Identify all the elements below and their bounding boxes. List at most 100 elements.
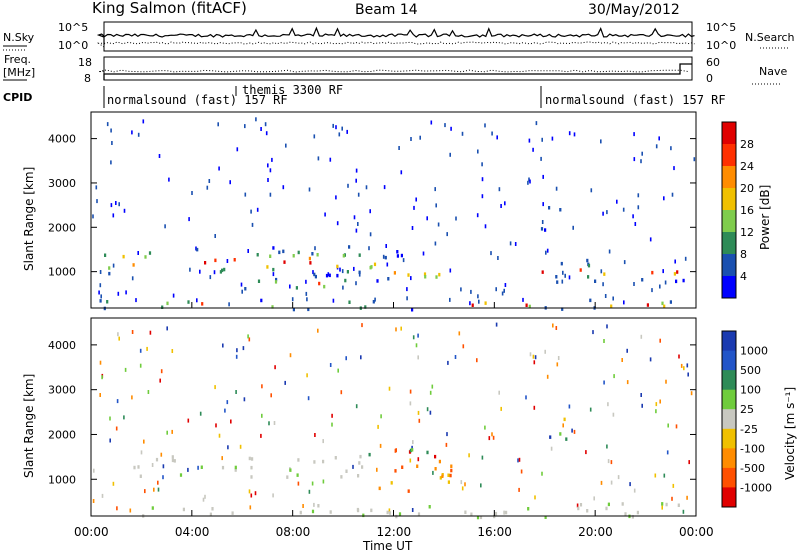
velocity-scatter-cell <box>199 411 202 416</box>
power-scatter-cell <box>616 199 618 204</box>
velocity-echo-cell <box>248 456 251 461</box>
cpid-segment-2: themis 3300 RF <box>242 83 343 97</box>
power-echo-cell <box>257 279 261 283</box>
power-scatter-cell <box>385 244 387 248</box>
power-scatter-cell <box>213 270 216 275</box>
velocity-scatter-cell <box>529 352 532 357</box>
velocity-echo-cell <box>151 506 154 510</box>
power-scatter-cell <box>430 120 433 125</box>
velocity-scatter-cell <box>242 346 245 351</box>
power-scatter-cell <box>267 178 269 182</box>
power-scatter-cell <box>123 208 126 213</box>
velocity-scatter-cell <box>377 424 379 429</box>
velocity-scatter-cell <box>686 495 688 500</box>
velocity-scatter-cell <box>461 486 464 491</box>
power-scatter-cell <box>419 135 421 140</box>
velocity-scatter-cell <box>686 363 689 368</box>
velocity-scatter-cell <box>661 505 663 510</box>
velocity-scatter-cell <box>395 327 397 332</box>
power-echo-cell <box>561 307 564 311</box>
velocity-echo-cell <box>297 458 300 462</box>
freq-nave-panel: 18 8 60 0 <box>78 56 720 85</box>
velocity-echo-cell <box>234 465 237 470</box>
power-colorbar-label: Power [dB] <box>758 185 772 250</box>
power-scatter-cell <box>327 272 330 277</box>
velocity-echo-cell <box>579 503 583 507</box>
power-colorbar-tick-label: 20 <box>740 182 754 195</box>
velocity-scatter-cell <box>460 480 463 485</box>
velocity-scatter-cell <box>236 348 238 353</box>
power-scatter-cell <box>623 300 625 305</box>
velocity-scatter-cell <box>306 373 308 378</box>
power-scatter-cell <box>374 297 376 302</box>
velocity-scatter-cell <box>215 423 217 428</box>
velocity-echo-cell <box>447 480 450 484</box>
power-scatter-cell <box>267 163 269 168</box>
power-scatter-cell <box>308 187 311 192</box>
velocity-scatter-cell <box>476 358 478 363</box>
velocity-echo-cell <box>386 510 389 515</box>
power-scatter-cell <box>477 294 479 299</box>
velocity-echo-cell <box>631 515 634 519</box>
velocity-scatter-cell <box>626 348 628 353</box>
velocity-scatter-cell <box>235 354 238 359</box>
velocity-scatter-cell <box>308 489 311 494</box>
power-echo-cell <box>187 300 190 304</box>
velocity-scatter-cell <box>606 324 608 329</box>
velocity-scatter-cell <box>92 499 95 503</box>
power-scatter-cell <box>92 214 94 219</box>
power-echo-cell <box>396 250 399 254</box>
power-echo-cell <box>541 270 544 274</box>
power-scatter-cell <box>189 267 191 272</box>
velocity-scatter-cell <box>675 424 678 429</box>
velocity-scatter-cell <box>261 413 263 418</box>
cpid-label: CPID <box>3 91 32 104</box>
power-echo-cell <box>587 275 590 279</box>
power-scatter-cell <box>640 159 642 164</box>
power-echo-cell <box>610 304 613 308</box>
velocity-scatter-cell <box>116 399 119 404</box>
velocity-echo-cell <box>411 448 414 452</box>
velocity-scatter-cell <box>131 330 134 334</box>
power-scatter-cell <box>95 185 98 190</box>
power-echo-cell <box>682 278 685 283</box>
velocity-scatter-cell <box>235 390 237 394</box>
power-echo-cell <box>587 263 591 268</box>
velocity-echo-cell <box>250 475 253 479</box>
power-echo-cell <box>297 250 300 255</box>
power-scatter-cell <box>313 134 316 139</box>
velocity-echo-cell <box>368 452 371 457</box>
power-scatter-cell <box>195 246 197 251</box>
velocity-echo-cell <box>464 510 467 514</box>
velocity-echo-cell <box>173 459 176 463</box>
power-echo-cell <box>313 272 316 277</box>
power-colorbar-swatch <box>722 254 736 277</box>
velocity-scatter-cell <box>445 442 448 447</box>
xtick-label: 20:00 <box>578 525 613 539</box>
velocity-scatter-cell <box>533 405 536 410</box>
velocity-scatter-cell <box>139 348 142 353</box>
power-scatter-cell <box>98 290 100 295</box>
power-echo-cell <box>144 255 147 259</box>
power-echo-cell <box>346 270 349 274</box>
velocity-scatter-cell <box>417 410 420 415</box>
velocity-echo-cell <box>409 448 412 453</box>
velocity-echo-cell <box>426 450 429 455</box>
power-scatter-cell <box>604 294 607 298</box>
power-scatter-cell <box>564 273 566 278</box>
power-scatter-cell <box>369 209 371 214</box>
power-echo-cell <box>219 270 222 274</box>
velocity-scatter-cell <box>678 354 680 359</box>
power-echo-cell <box>411 308 414 312</box>
power-scatter-cell <box>600 269 603 274</box>
power-echo-cell <box>292 307 295 312</box>
power-scatter-cell <box>229 180 231 185</box>
velocity-echo-cell <box>398 512 402 516</box>
power-scatter-cell <box>655 144 658 149</box>
power-scatter-cell <box>339 267 341 272</box>
velocity-echo-cell <box>621 502 624 506</box>
velocity-scatter-cell <box>153 487 155 492</box>
power-scatter-cell <box>289 284 291 289</box>
velocity-scatter-cell <box>458 331 461 336</box>
velocity-scatter-cell <box>345 356 347 361</box>
